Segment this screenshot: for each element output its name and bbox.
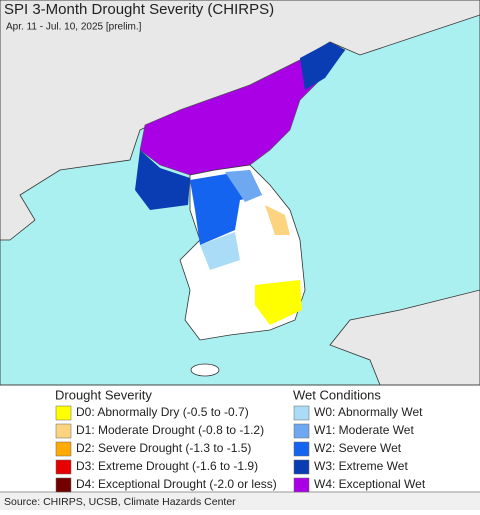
title: SPI 3-Month Drought Severity (CHIRPS) — [4, 1, 274, 18]
legend-label: D3: Extreme Drought (-1.6 to -1.9) — [76, 459, 258, 473]
legend-label: W4: Exceptional Wet — [314, 477, 426, 491]
legend-swatch — [293, 405, 310, 421]
wet-patch — [300, 42, 345, 90]
legend-swatch — [293, 459, 310, 475]
dry-patch — [255, 280, 302, 325]
legend-swatch — [55, 477, 72, 493]
legend-label: W3: Extreme Wet — [314, 459, 408, 473]
wet-patch — [200, 232, 240, 270]
legend-label: D4: Exceptional Drought (-2.0 or less) — [76, 477, 277, 491]
wet-patch — [135, 150, 190, 210]
legend-label: D1: Moderate Drought (-0.8 to -1.2) — [76, 423, 264, 437]
legend-label: W2: Severe Wet — [314, 441, 402, 455]
legend-label: D0: Abnormally Dry (-0.5 to -0.7) — [76, 405, 249, 419]
legend-label: W1: Moderate Wet — [314, 423, 414, 437]
legend-swatch — [55, 459, 72, 475]
legend-title: Drought Severity — [55, 387, 152, 402]
legend-swatch — [293, 441, 310, 457]
map-frame — [0, 0, 480, 386]
legend-label: D2: Severe Drought (-1.3 to -1.5) — [76, 441, 251, 455]
footer-bg — [0, 492, 480, 510]
legend-swatch — [293, 423, 310, 439]
source: Source: CHIRPS, UCSB, Climate Hazards Ce… — [4, 496, 236, 508]
wet-patch — [225, 170, 262, 202]
jeju — [190, 363, 220, 377]
legend-title: Wet Conditions — [293, 387, 381, 402]
dry-patch — [265, 205, 290, 235]
legend-swatch — [55, 441, 72, 457]
legend-label: W0: Abnormally Wet — [314, 405, 423, 419]
subtitle: Apr. 11 - Jul. 10, 2025 [prelim.] — [6, 22, 142, 33]
legend-swatch — [293, 477, 310, 493]
legend-swatch — [55, 423, 72, 439]
legend-swatch — [55, 405, 72, 421]
